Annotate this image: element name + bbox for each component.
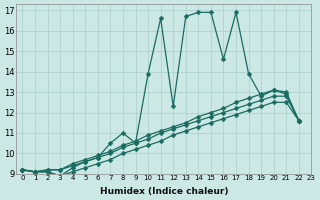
X-axis label: Humidex (Indice chaleur): Humidex (Indice chaleur) [100, 187, 228, 196]
